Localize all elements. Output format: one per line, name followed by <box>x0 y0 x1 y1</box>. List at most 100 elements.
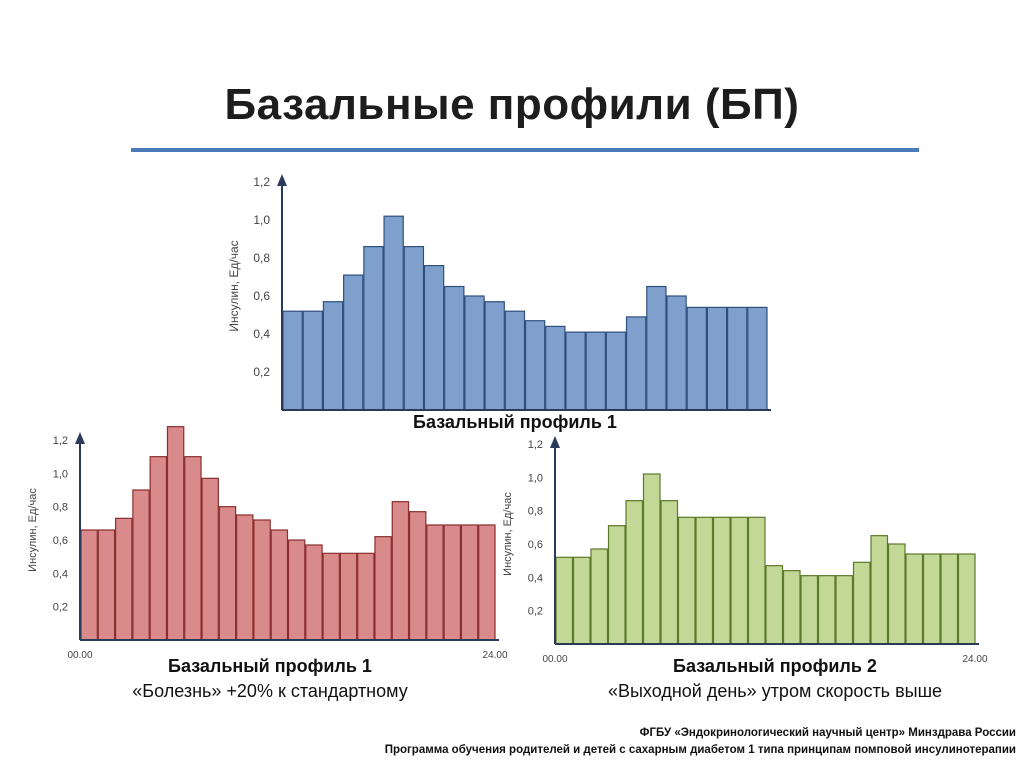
caption-left: Базальный профиль 1 «Болезнь» +20% к ста… <box>60 656 480 702</box>
bar <box>478 524 496 641</box>
bar <box>706 306 728 411</box>
y-tick-label: 0,4 <box>528 572 543 584</box>
footer-program: Программа обучения родителей и детей с с… <box>384 744 1016 756</box>
caption-left-subtitle: «Болезнь» +20% к стандартному <box>132 681 408 701</box>
bar <box>114 517 133 641</box>
bar <box>646 285 667 411</box>
bar <box>660 500 679 645</box>
bar <box>403 245 425 411</box>
caption-top-title: Базальный профиль 1 <box>413 412 617 432</box>
bar <box>201 477 219 641</box>
bar <box>357 552 375 641</box>
bar <box>565 331 586 411</box>
bar <box>184 456 202 641</box>
bar <box>782 570 801 645</box>
bar <box>460 524 479 641</box>
bar <box>800 575 819 645</box>
y-tick-label: 0,2 <box>253 365 270 379</box>
y-tick-label: 1,2 <box>528 439 543 451</box>
bar <box>524 320 546 411</box>
bar <box>747 306 768 411</box>
bar <box>80 529 98 641</box>
y-tick-label: 0,2 <box>528 606 543 618</box>
bar <box>852 561 871 645</box>
y-tick-label: 1,0 <box>53 468 68 480</box>
y-tick-label: 0,8 <box>528 506 543 518</box>
bars <box>282 215 768 411</box>
bar <box>765 565 784 645</box>
caption-right-title: Базальный профиль 2 <box>673 656 877 676</box>
bar <box>282 310 303 411</box>
bar <box>444 285 465 411</box>
bar <box>464 295 485 411</box>
chart-basal-profile-weekend: 0,2 0,4 0,6 0,8 1,0 1,2 Инсулин, Ед/час 00.00 24… <box>502 436 988 665</box>
bar <box>747 516 766 645</box>
bar <box>149 456 168 641</box>
bar <box>218 506 237 641</box>
chart-basal-profile-illness: 0,2 0,4 0,6 0,8 1,0 1,2 Инсулин, Ед/час 00.00 24… <box>27 426 508 661</box>
bar <box>712 516 731 645</box>
bar <box>585 331 606 411</box>
bar <box>572 556 591 645</box>
bar <box>132 489 150 641</box>
y-tick-label: 0,8 <box>253 251 270 265</box>
footer: ФГБУ «Эндокринологический научный центр»… <box>385 725 1016 759</box>
bar <box>666 295 687 411</box>
y-tick-label: 0,6 <box>53 535 68 547</box>
bar <box>423 264 445 411</box>
y-tick-label: 1,2 <box>253 175 270 189</box>
x-tick-label-start: 00.00 <box>542 654 567 665</box>
bar <box>555 556 574 645</box>
x-tick-label-start: 00.00 <box>67 650 92 661</box>
bar <box>287 539 306 641</box>
bar <box>391 501 410 641</box>
bar <box>484 301 505 411</box>
y-axis-arrow <box>75 432 85 444</box>
page-title: Базальные профили (БП) <box>224 80 800 129</box>
y-axis-title: Инсулин, Ед/час <box>227 240 241 331</box>
bar <box>695 516 714 645</box>
bar <box>642 473 661 645</box>
x-tick-label-end: 24.00 <box>482 650 507 661</box>
y-tick-label: 0,4 <box>253 327 270 341</box>
bar <box>677 516 696 645</box>
bar <box>339 552 358 641</box>
bar <box>322 552 340 641</box>
bar <box>426 524 444 641</box>
bar <box>870 535 889 645</box>
bar <box>940 553 959 645</box>
bar <box>887 543 906 645</box>
bar <box>590 548 609 645</box>
footer-organization: ФГБУ «Эндокринологический научный центр»… <box>639 727 1016 739</box>
bar <box>817 575 836 645</box>
bar <box>305 544 323 641</box>
bar <box>504 310 526 411</box>
bar <box>905 553 924 645</box>
y-tick-label: 1,2 <box>53 435 68 447</box>
bar <box>443 524 462 641</box>
bar <box>322 301 344 411</box>
bars <box>555 473 976 645</box>
chart-basal-profile-1: 0,2 0,4 0,6 0,8 1,0 1,2 Инсулин, Ед/час <box>227 174 771 411</box>
bar <box>922 553 941 645</box>
y-axis-arrow <box>550 436 560 448</box>
title-divider <box>131 148 919 152</box>
bar <box>957 553 976 645</box>
bar <box>374 536 392 641</box>
y-axis-title: Инсулин, Ед/час <box>502 492 514 576</box>
y-tick-label: 0,2 <box>53 602 68 614</box>
caption-top: Базальный профиль 1 <box>370 412 660 433</box>
bar <box>607 525 626 645</box>
bar <box>408 511 427 641</box>
bars <box>80 426 496 641</box>
bar <box>726 306 748 411</box>
bar <box>605 331 627 411</box>
bar <box>625 500 644 645</box>
bar <box>363 245 384 411</box>
y-tick-label: 1,0 <box>528 472 543 484</box>
bar <box>730 516 749 645</box>
y-tick-label: 0,8 <box>53 502 68 514</box>
y-tick-label: 0,6 <box>253 289 270 303</box>
bar <box>343 274 364 411</box>
bar <box>686 306 707 411</box>
